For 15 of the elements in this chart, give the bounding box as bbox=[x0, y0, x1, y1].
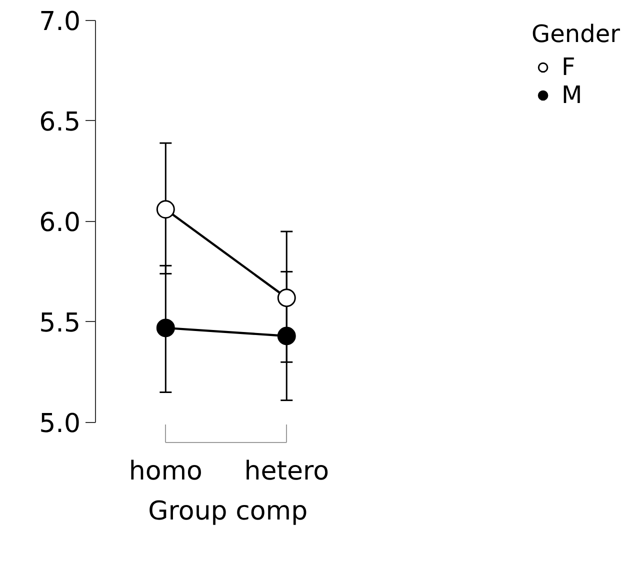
y-tick-label: 5.5 bbox=[39, 308, 81, 338]
x-tick-label: homo bbox=[128, 456, 202, 486]
point bbox=[156, 200, 175, 219]
y-tick-label: 6.5 bbox=[39, 107, 81, 138]
y-tick-label: 5.0 bbox=[39, 408, 81, 439]
legend-label: M bbox=[562, 81, 582, 109]
y-tick-label: 7.0 bbox=[39, 7, 81, 37]
legend-title: Gender bbox=[532, 20, 620, 48]
x-axis-title: Group comp bbox=[148, 496, 308, 526]
point bbox=[277, 288, 296, 308]
legend-label: F bbox=[562, 53, 576, 81]
point bbox=[277, 326, 296, 346]
x-tick-label: hetero bbox=[244, 456, 329, 486]
y-tick-label: 6.0 bbox=[39, 208, 81, 238]
point bbox=[156, 318, 175, 338]
